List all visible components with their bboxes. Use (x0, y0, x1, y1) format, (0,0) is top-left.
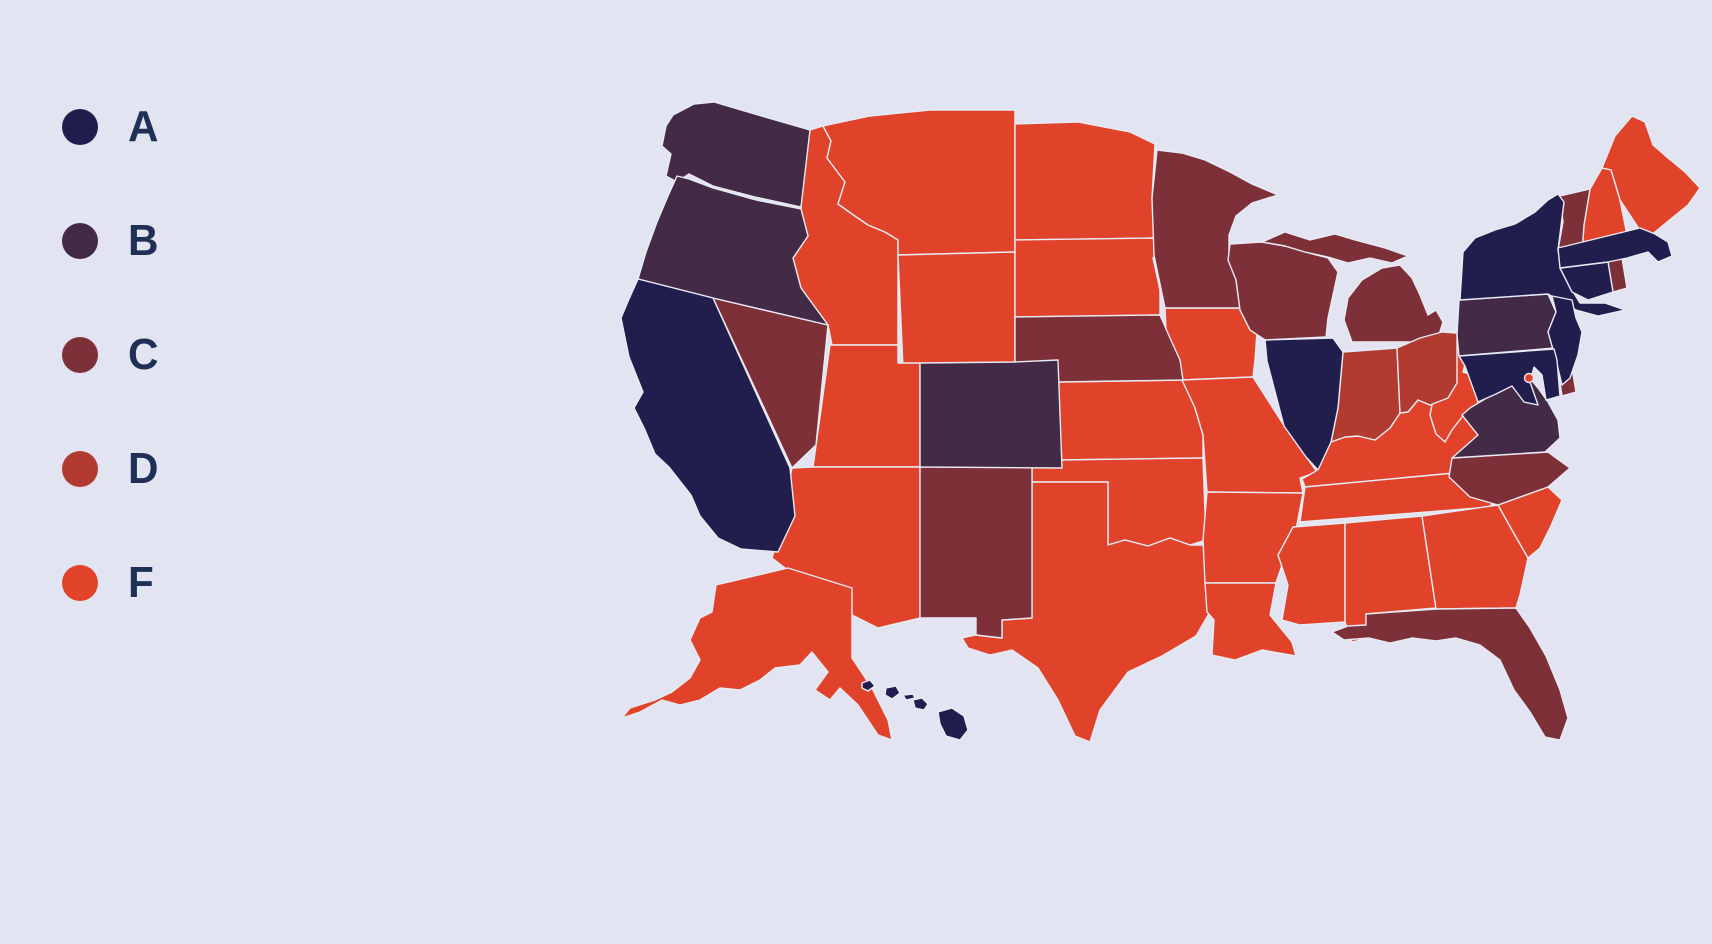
state-hawaii-molokai[interactable] (902, 693, 916, 701)
legend-item-b: B (62, 216, 160, 265)
state-massachusetts[interactable] (1557, 227, 1673, 269)
state-california[interactable] (620, 278, 796, 553)
legend-item-d: D (62, 444, 160, 493)
state-hawaii-kauai[interactable] (861, 679, 876, 692)
legend-label-f: F (128, 558, 154, 607)
legend-item-c: C (62, 330, 160, 379)
state-new-jersey[interactable] (1547, 295, 1583, 386)
state-missouri[interactable] (1181, 376, 1318, 494)
state-arkansas[interactable] (1202, 491, 1304, 584)
legend-item-a: A (62, 102, 160, 151)
state-washington[interactable] (661, 101, 811, 208)
legend-label-c: C (128, 330, 159, 379)
state-louisiana[interactable] (1204, 582, 1297, 661)
state-michigan-lower[interactable] (1343, 264, 1444, 343)
state-south-carolina[interactable] (1497, 486, 1563, 559)
state-new-mexico[interactable] (919, 463, 1033, 639)
state-kansas[interactable] (1057, 379, 1204, 461)
state-alaska[interactable] (621, 567, 893, 741)
state-minnesota[interactable] (1151, 149, 1279, 309)
state-florida[interactable] (1331, 607, 1569, 741)
state-utah[interactable] (812, 344, 921, 468)
legend-swatch-a-icon (62, 109, 98, 145)
state-wyoming[interactable] (897, 251, 1016, 369)
state-michigan-upper[interactable] (1261, 231, 1409, 264)
legend-label-d: D (128, 444, 159, 493)
state-oregon[interactable] (637, 175, 829, 326)
state-maine[interactable] (1601, 115, 1701, 239)
legend-swatch-f-icon (62, 565, 98, 601)
state-mississippi[interactable] (1277, 522, 1346, 626)
state-hawaii-maui[interactable] (912, 697, 929, 711)
state-pennsylvania[interactable] (1456, 293, 1557, 357)
state-north-dakota[interactable] (1014, 121, 1156, 241)
legend-label-b: B (128, 216, 159, 265)
state-north-carolina[interactable] (1448, 451, 1571, 506)
legend-swatch-b-icon (62, 223, 98, 259)
legend-swatch-c-icon (62, 337, 98, 373)
state-texas[interactable] (961, 481, 1211, 743)
state-illinois[interactable] (1264, 337, 1344, 471)
legend-label-a: A (128, 102, 159, 151)
state-ohio[interactable] (1396, 331, 1458, 414)
state-district-of-columbia[interactable] (1523, 372, 1535, 384)
state-montana[interactable] (822, 109, 1016, 256)
legend-swatch-d-icon (62, 451, 98, 487)
state-south-dakota[interactable] (1014, 237, 1161, 318)
state-hawaii-big-island[interactable] (937, 707, 969, 741)
legend-item-f: F (62, 558, 155, 607)
state-colorado[interactable] (919, 359, 1063, 469)
state-hawaii-oahu[interactable] (884, 685, 901, 700)
